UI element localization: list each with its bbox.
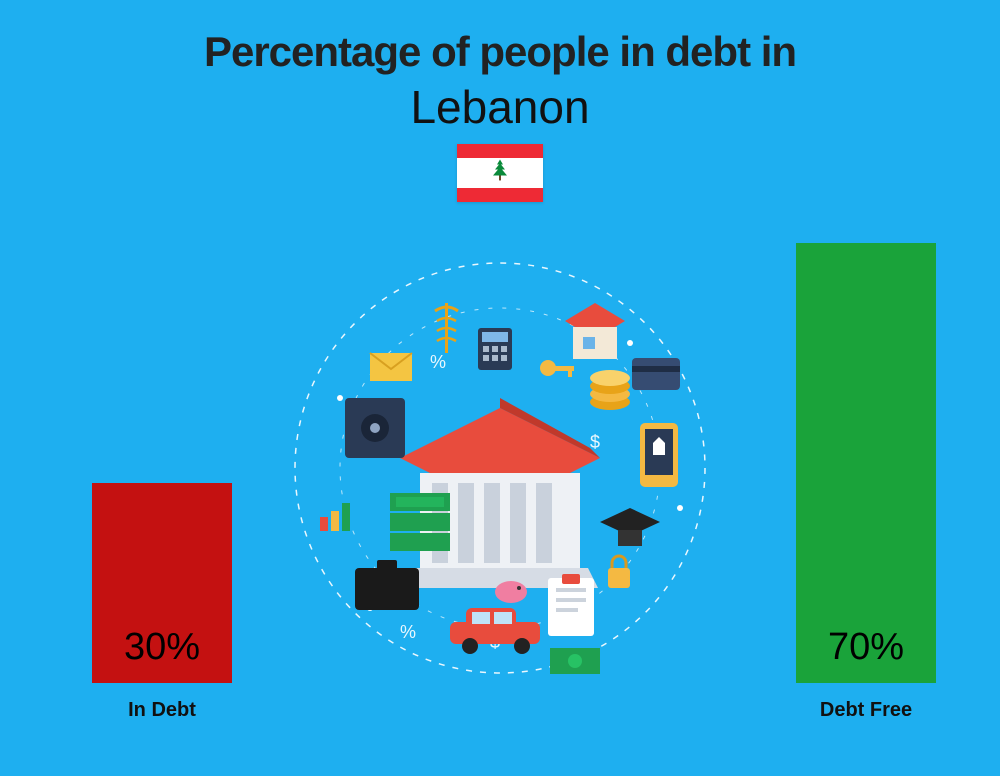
- bar-debt-free-value: 70%: [828, 626, 904, 669]
- calculator-icon: [478, 328, 512, 370]
- key-icon: [540, 360, 574, 377]
- bar-in-debt-wrap: 30% In Debt: [92, 483, 232, 722]
- graduation-cap-icon: [600, 508, 660, 546]
- briefcase-icon: [355, 560, 419, 610]
- bar-in-debt-label: In Debt: [128, 699, 196, 722]
- coins-icon: [590, 370, 630, 410]
- flag-stripe-bottom: [457, 188, 543, 202]
- caduceus-icon: [435, 303, 458, 353]
- cash-stack-icon: [390, 493, 450, 551]
- clipboard-icon: [548, 574, 594, 636]
- piggy-bank-icon: [495, 581, 527, 603]
- svg-text:$: $: [590, 432, 600, 452]
- page-title: Percentage of people in debt in: [0, 0, 1000, 76]
- svg-text:%: %: [430, 352, 446, 372]
- safe-icon: [345, 398, 405, 458]
- bar-debt-free-wrap: 70% Debt Free: [796, 243, 936, 722]
- svg-text:%: %: [400, 622, 416, 642]
- flag-stripe-top: [457, 144, 543, 158]
- credit-card-icon: [632, 358, 680, 390]
- padlock-icon: [608, 556, 630, 588]
- phone-icon: [640, 423, 678, 487]
- banknote-icon: [550, 648, 600, 674]
- bar-in-debt: 30%: [92, 483, 232, 683]
- country-name: Lebanon: [0, 80, 1000, 134]
- lebanon-flag: [457, 144, 543, 202]
- cedar-tree-icon: [489, 158, 511, 186]
- envelope-icon: [370, 353, 412, 381]
- bar-debt-free-label: Debt Free: [820, 699, 912, 722]
- chart-icon: [320, 503, 350, 531]
- house-icon: [565, 303, 625, 359]
- bar-in-debt-value: 30%: [124, 626, 200, 669]
- finance-illustration: % % $ $: [280, 248, 720, 688]
- bar-debt-free: 70%: [796, 243, 936, 683]
